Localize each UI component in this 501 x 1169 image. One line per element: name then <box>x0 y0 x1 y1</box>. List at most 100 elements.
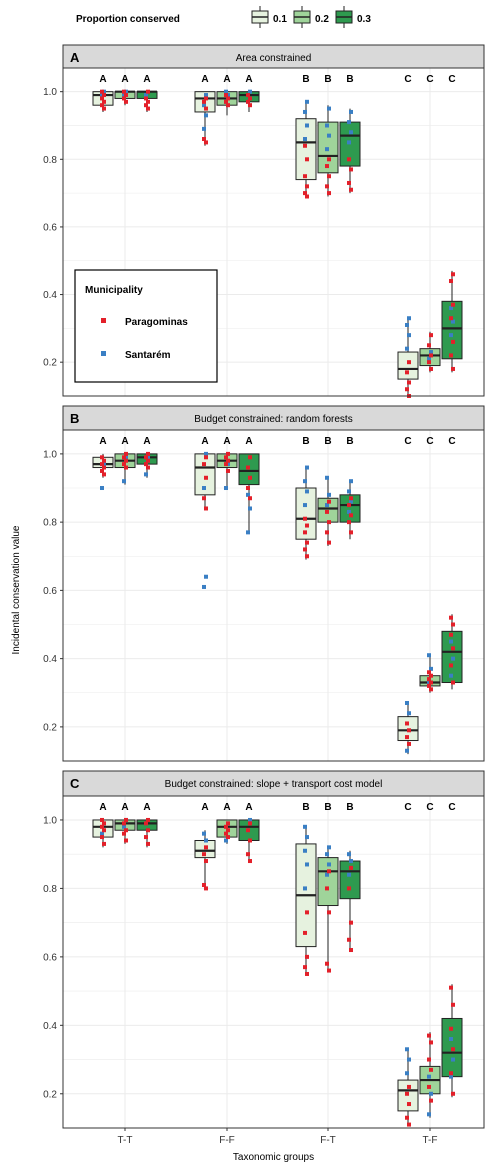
point-paragominas <box>327 540 331 545</box>
point-paragominas <box>204 845 208 850</box>
point-paragominas <box>407 360 411 365</box>
point-paragominas <box>100 89 104 94</box>
point-paragominas <box>224 831 228 836</box>
point-paragominas <box>204 140 208 145</box>
point-paragominas <box>427 1057 431 1062</box>
group-letter: B <box>324 74 331 85</box>
point-paragominas <box>202 462 206 467</box>
point-paragominas <box>100 824 104 829</box>
point-paragominas <box>102 99 106 104</box>
group-letter: B <box>346 436 353 447</box>
point-paragominas <box>202 137 206 142</box>
box-F-T-0.1 <box>295 487 317 540</box>
point-paragominas <box>100 817 104 822</box>
group-letter: A <box>99 802 106 813</box>
point-paragominas <box>226 96 230 101</box>
group-letter: C <box>448 74 455 85</box>
point-paragominas <box>349 496 353 501</box>
group-letter: A <box>99 74 106 85</box>
point-paragominas <box>451 1047 455 1052</box>
point-paragominas <box>429 1098 433 1103</box>
point-paragominas <box>100 103 104 108</box>
point-paragominas <box>122 455 126 460</box>
panel-C: A A A A A A B B B C C C C Budget constrained: slope +… <box>43 770 485 1129</box>
y-tick-label: 1.0 <box>43 449 57 460</box>
point-paragominas <box>305 157 309 162</box>
group-letter: A <box>143 74 150 85</box>
point-santarem <box>407 1057 411 1062</box>
point-paragominas <box>224 93 228 98</box>
point-santarem <box>325 147 329 152</box>
point-paragominas <box>427 670 431 675</box>
x-axis-title: Taxonomic groups <box>233 1152 314 1163</box>
point-paragominas <box>449 615 453 620</box>
legend-label-0.2: 0.2 <box>315 14 329 25</box>
point-santarem <box>202 486 206 491</box>
point-santarem <box>327 133 331 138</box>
group-letter: B <box>302 436 309 447</box>
panel-letter: A <box>70 50 80 65</box>
point-santarem <box>347 140 351 145</box>
point-paragominas <box>349 920 353 925</box>
point-paragominas <box>146 451 150 456</box>
group-letter: C <box>448 802 455 813</box>
group-letter: A <box>223 436 230 447</box>
point-paragominas <box>429 353 433 358</box>
point-santarem <box>248 817 252 822</box>
point-paragominas <box>248 455 252 460</box>
point-paragominas <box>124 99 128 104</box>
point-paragominas <box>144 462 148 467</box>
point-paragominas <box>144 835 148 840</box>
x-tick-label: F-T <box>320 1135 336 1146</box>
point-paragominas <box>327 499 331 504</box>
point-santarem <box>349 109 353 114</box>
point-paragominas <box>246 486 250 491</box>
point-santarem <box>122 479 126 484</box>
panel-title: Budget constrained: slope + transport co… <box>165 779 383 790</box>
point-paragominas <box>204 859 208 864</box>
point-paragominas <box>100 455 104 460</box>
point-paragominas <box>122 831 126 836</box>
point-santarem <box>427 356 431 361</box>
point-paragominas <box>327 191 331 196</box>
point-santarem <box>303 824 307 829</box>
point-paragominas <box>427 677 431 682</box>
box-F-T-0.2 <box>317 857 339 907</box>
point-paragominas <box>303 191 307 196</box>
point-paragominas <box>146 817 150 822</box>
group-letter: A <box>121 74 128 85</box>
point-santarem <box>224 838 228 843</box>
point-santarem <box>204 93 208 98</box>
point-paragominas <box>102 458 106 463</box>
point-paragominas <box>146 841 150 846</box>
point-santarem <box>327 862 331 867</box>
group-letter: B <box>324 436 331 447</box>
point-paragominas <box>122 462 126 467</box>
panel-letter: C <box>70 776 80 791</box>
point-paragominas <box>405 387 409 392</box>
point-santarem <box>303 109 307 114</box>
inset-legend-label: Paragominas <box>125 317 188 328</box>
point-paragominas <box>248 96 252 101</box>
point-paragominas <box>429 333 433 338</box>
group-letter: A <box>201 802 208 813</box>
point-paragominas <box>144 96 148 101</box>
point-santarem <box>429 1091 433 1096</box>
point-paragominas <box>246 828 250 833</box>
point-santarem <box>204 838 208 843</box>
point-santarem <box>327 845 331 850</box>
inset-legend-key <box>101 318 106 323</box>
point-paragominas <box>224 455 228 460</box>
point-paragominas <box>429 687 433 692</box>
point-paragominas <box>146 99 150 104</box>
point-paragominas <box>303 965 307 970</box>
point-santarem <box>347 120 351 125</box>
point-paragominas <box>327 968 331 973</box>
point-paragominas <box>449 1071 453 1076</box>
x-tick-label: T-F <box>423 1135 438 1146</box>
point-paragominas <box>248 838 252 843</box>
point-paragominas <box>204 886 208 891</box>
point-santarem <box>347 872 351 877</box>
point-paragominas <box>405 370 409 375</box>
